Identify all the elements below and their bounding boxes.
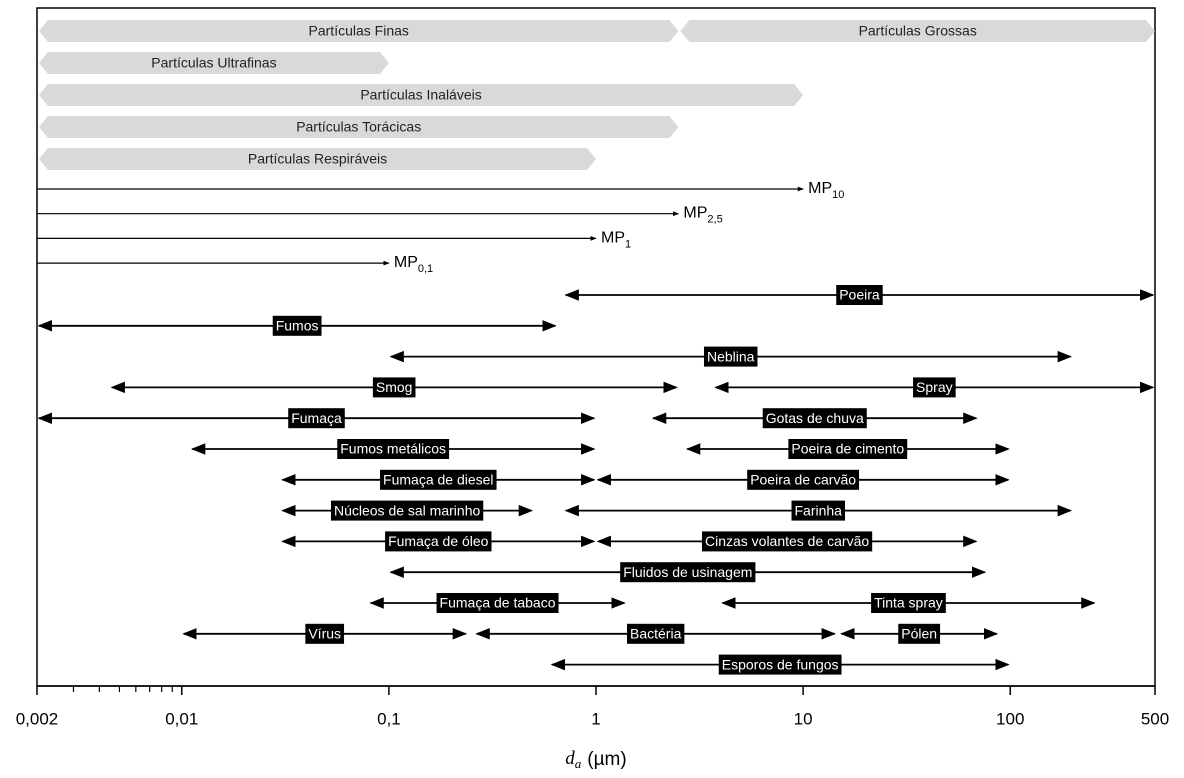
range-label-bg [871, 593, 946, 613]
range-label-bg [898, 623, 941, 644]
range-label-bg [288, 408, 345, 429]
range-label: Vírus [308, 626, 341, 642]
band-label: Partículas Grossas [859, 23, 977, 39]
range-label-bg [436, 593, 559, 613]
band [39, 52, 389, 74]
range-label-bg [788, 439, 908, 459]
range-label-bg [747, 469, 860, 490]
range-label-bg [272, 315, 322, 336]
band [39, 148, 596, 170]
range-label: Pólen [901, 626, 937, 642]
band [680, 20, 1155, 42]
range-label-bg [913, 377, 956, 398]
x-tick-label: 1 [591, 709, 600, 728]
x-label-unit: (µm) [587, 749, 626, 770]
range-label-bg [305, 623, 345, 644]
x-tick-label: 0,002 [16, 709, 59, 728]
range-label: Fumaça de óleo [388, 533, 489, 549]
range-label-bg [385, 531, 492, 552]
range-label: Smog [376, 379, 413, 395]
range-label-bg [620, 562, 756, 583]
range-label: Fumos metálicos [340, 441, 446, 457]
limit-label: MP1 [601, 230, 631, 251]
range-label: Fluidos de usinagem [623, 564, 752, 580]
range-label-bg [701, 531, 873, 552]
range-label: Spray [916, 379, 953, 395]
band-label: Partículas Inaláveis [360, 87, 481, 103]
range-label: Núcleos de sal marinho [334, 502, 481, 518]
limit-sub: 10 [832, 189, 844, 201]
range-label: Farinha [795, 502, 843, 518]
range-label-bg [718, 654, 842, 675]
range-label: Poeira de carvão [750, 472, 856, 488]
x-tick-label: 0,1 [377, 709, 401, 728]
range-label-bg [703, 346, 758, 367]
range-label: Poeira de cimento [791, 441, 904, 457]
range-label: Neblina [707, 348, 755, 364]
range-label-bg [791, 500, 845, 521]
range-label: Esporos de fungos [722, 656, 839, 672]
limit-label: MP2,5 [683, 205, 722, 226]
limit-name: MP [394, 254, 418, 271]
limit-name: MP [808, 180, 832, 197]
range-label: Cinzas volantes de carvão [705, 533, 869, 549]
x-tick-label: 0,01 [165, 709, 198, 728]
range-label-bg [337, 439, 450, 459]
limit-sub: 2,5 [707, 214, 722, 226]
range-label: Fumaça de tabaco [440, 595, 556, 611]
x-tick-label: 10 [794, 709, 813, 728]
range-label-bg [762, 408, 867, 429]
range-label-bg [627, 623, 685, 644]
range-label: Bactéria [630, 626, 682, 642]
limit-name: MP [683, 205, 707, 222]
band-label: Partículas Respiráveis [248, 151, 387, 167]
range-label: Poeira [839, 287, 880, 303]
band [39, 116, 679, 138]
range-label: Fumos [276, 318, 319, 334]
x-tick-label: 100 [996, 709, 1024, 728]
range-label-bg [330, 500, 484, 521]
limit-sub: 0,1 [418, 263, 433, 275]
limit-sub: 1 [625, 238, 631, 250]
range-label-bg [380, 469, 497, 490]
x-axis-label: da (µm) [565, 748, 626, 771]
x-tick-label: 500 [1141, 709, 1169, 728]
range-label-bg [372, 377, 416, 398]
range-label: Tinta spray [874, 595, 943, 611]
x-label-sub: a [575, 756, 582, 771]
range-label: Gotas de chuva [766, 410, 864, 426]
plot-frame [36, 7, 1156, 687]
limit-name: MP [601, 230, 625, 247]
band-label: Partículas Torácicas [296, 119, 421, 135]
range-label: Fumaça de diesel [383, 472, 494, 488]
band [39, 20, 679, 42]
band-label: Partículas Finas [309, 23, 409, 39]
range-label-bg [836, 285, 883, 305]
band [39, 84, 804, 106]
x-label-symbol: d [565, 748, 575, 769]
range-label: Fumaça [291, 410, 342, 426]
limit-label: MP0,1 [394, 254, 433, 275]
limit-label: MP10 [808, 180, 844, 201]
band-label: Partículas Ultrafinas [151, 55, 276, 71]
